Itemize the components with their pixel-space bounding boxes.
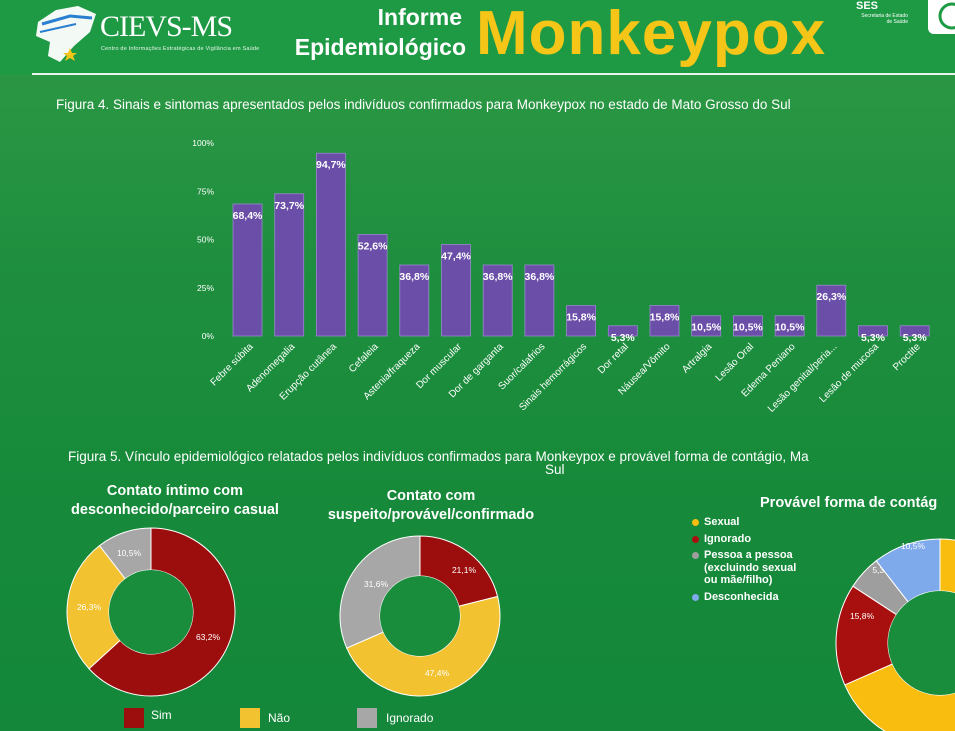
figure5-caption-line1: Figura 5. Vínculo epidemiológico relatad… [68,449,809,464]
bar [607,325,638,337]
bar [441,244,471,337]
panel3-legend: Sexual Ignorado Pessoa a pessoa (excluind… [690,516,850,607]
bar-value-label: 5,3% [611,332,636,344]
informe-title: Informe Epidemiológico [266,2,466,62]
donut1-hole [109,570,193,654]
bar-value-label: 47,4% [441,251,471,263]
panel1-title: Contato íntimo com desconhecido/parceiro… [40,482,310,520]
bar [899,325,930,337]
header-divider [32,73,955,75]
legend-pessoa: Pessoa a pessoa (excluindo sexual ou mãe/f… [690,549,850,587]
panel1-title-line2: desconhecido/parceiro casual [71,502,279,518]
donut2-slice-label: 47,4% [425,668,450,678]
ses-subtitle-line2: de Saúde [886,19,908,25]
bar-value-label: 10,5% [691,322,721,334]
bar-value-label: 10,5% [775,322,805,334]
bar-value-label: 36,8% [483,271,513,283]
brand-name: CIEVS-MS [100,10,233,43]
bar-value-label: 5,3% [903,332,928,344]
donut3-slice [844,538,955,731]
ms-map-logo [36,6,96,62]
y-tick-label: 100% [192,138,214,148]
panel2-title-line1: Contato com [386,488,476,504]
bar [774,315,805,337]
bar [274,193,305,337]
legend-sexual-swatch [692,519,699,526]
panel2-title-line2: suspeito/provável/confirmado [327,507,535,523]
bar-value-label: 10,5% [733,322,763,334]
figure5-caption: Figura 5. Vínculo epidemiológico relatad… [68,449,809,477]
legend-ignorado-swatch [692,535,699,543]
bar [232,203,263,337]
bar [357,234,388,337]
y-tick-label: 25% [197,283,214,293]
bar [816,284,847,337]
donut1-slice-label: 26,3% [77,602,102,612]
donut3-slice-label: 10,5% [901,541,926,551]
page-title: Monkeypox [476,0,827,68]
donut1-slice-label: 63,2% [196,632,221,642]
donut1-slice-label: 10,5% [117,548,142,558]
legend-ignorado: Ignorado [690,533,850,546]
bar-value-label: 5,3% [861,332,886,344]
y-tick-label: 75% [197,186,214,196]
bar [399,264,430,337]
ses-label: SES [856,0,879,12]
symptoms-bar-chart: 0%25%50%75%100%68,4%Febre súbita73,7%Ade… [192,138,930,344]
donut3-slice-label: 15,8% [850,611,875,621]
legend-nao-swatch [240,708,260,728]
informe-line1: Informe [377,4,462,30]
bar [315,152,346,337]
bar-value-label: 36,8% [525,271,555,283]
bar [733,315,763,337]
bar [566,305,596,337]
ses-subtitle-line1: Secretaria de Estado [861,13,908,19]
bar-value-label: 15,8% [650,312,680,324]
bar-value-label: 26,3% [816,291,846,303]
figure4-caption: Figura 4. Sinais e sintomas apresentados… [56,97,791,112]
legend-pessoa-swatch [692,552,699,559]
state-seal-icon [928,0,955,34]
bar-value-label: 15,8% [566,312,596,324]
informe-line2: Epidemiológico [294,34,466,60]
panel2-title: Contato com suspeito/provável/confirmado [296,487,566,525]
header-bar [0,0,955,74]
bar-value-label: 73,7% [274,200,304,212]
bar-value-label: 36,8% [399,271,429,283]
legend-sim-swatch [124,708,144,728]
donut2-hole [380,576,460,656]
y-tick-label: 50% [197,235,214,245]
bar [691,315,722,337]
donut2-slice-label: 21,1% [452,565,477,575]
legend-desconhecida-swatch [692,593,699,601]
ses-subtitle: Secretaria de Estado de Saúde [846,13,908,25]
legend-desconhecida: Desconhecida [690,591,850,604]
bar-value-label: 52,6% [358,240,388,252]
donut2-slice-label: 31,6% [364,579,389,589]
legend-ignorado12-swatch [357,708,377,728]
panel3-title: Provável forma de contág [760,495,938,511]
bar [649,305,680,337]
figure5-caption-line2: Sul [545,462,565,477]
brand-subtitle: Centro de Informações Estratégicas de Vi… [101,46,260,52]
bar-value-label: 94,7% [316,159,346,171]
donut3-hole [888,591,955,695]
bar [524,264,555,337]
panel1-title-line1: Contato íntimo com [106,483,244,499]
bar [482,264,513,337]
y-tick-label: 0% [202,331,215,341]
legend-sexual: Sexual [690,516,850,529]
donut3-slice-label: 5,3% [872,565,892,575]
bar [858,325,888,337]
bar-value-label: 68,4% [233,210,263,222]
